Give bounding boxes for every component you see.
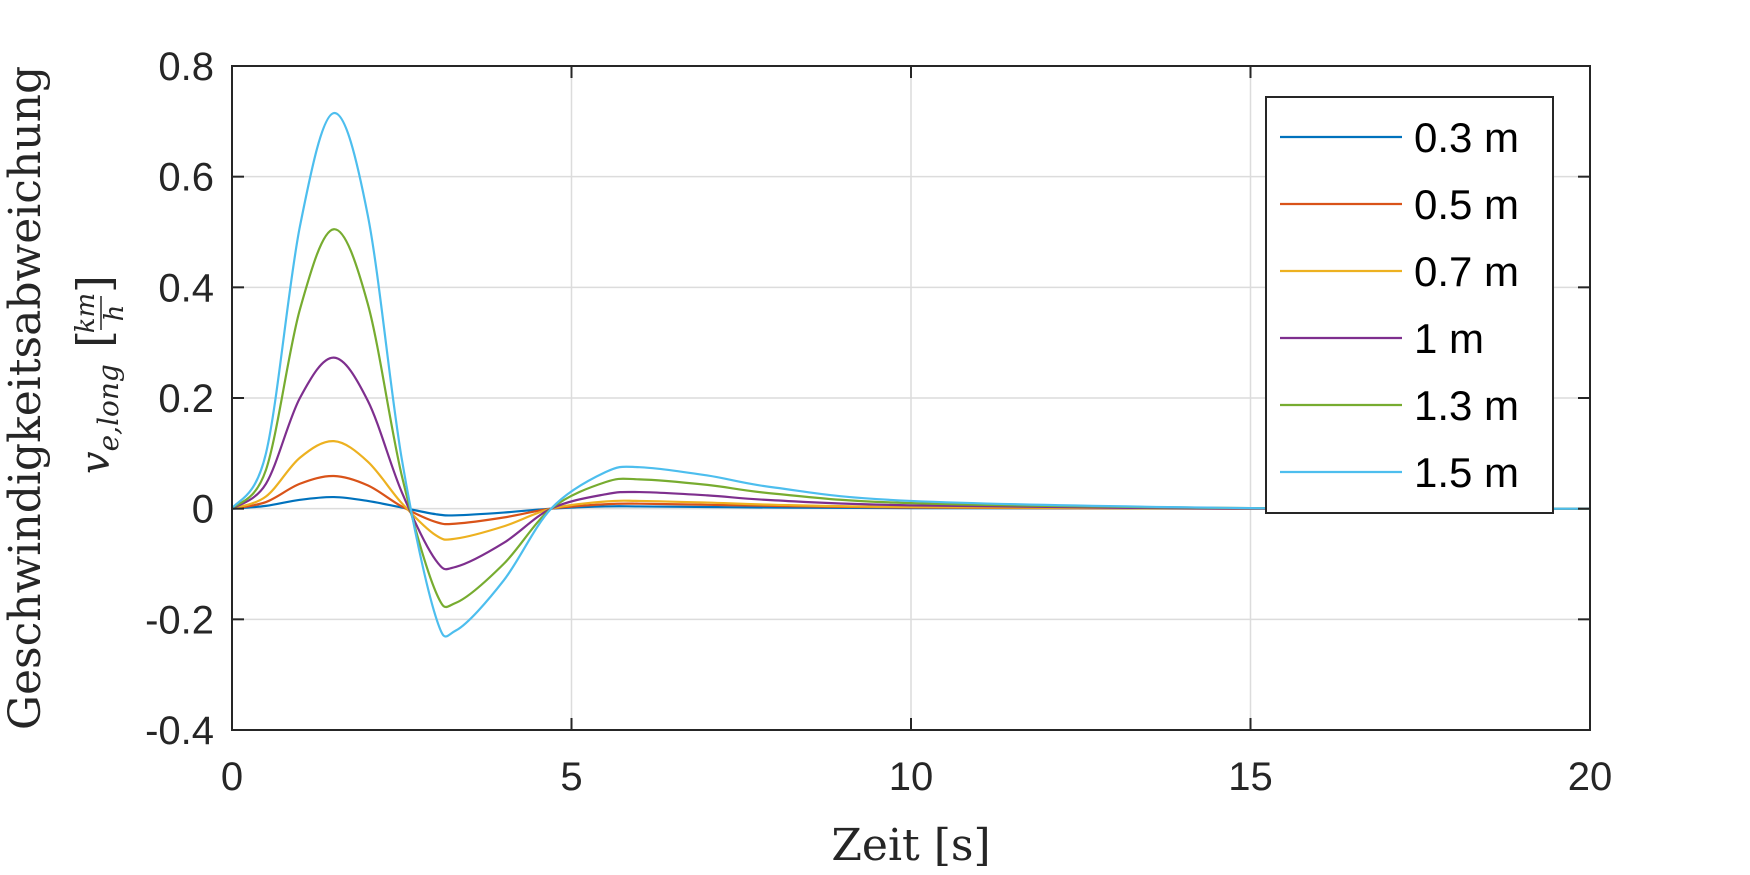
y-axis-label-line2: ve,long [ km h ] (67, 275, 130, 474)
series-lines (231, 111, 1591, 638)
legend-label: 1 m (1414, 315, 1484, 362)
y-tick-label: 0.8 (158, 45, 214, 89)
y-tick-label: -0.2 (145, 598, 214, 642)
legend-label: 1.3 m (1414, 382, 1519, 429)
y-label-symbol: v (73, 451, 119, 474)
y-label-bracket-left: [ (67, 330, 121, 348)
legend-label: 0.5 m (1414, 181, 1519, 228)
x-tick-label: 5 (560, 755, 582, 799)
y-tick-label: -0.4 (145, 709, 214, 753)
y-tick-label: 0.4 (158, 266, 214, 310)
y-tick-label: 0.6 (158, 156, 214, 200)
y-label-bracket-right: ] (67, 275, 121, 293)
y-label-unit-num: km (71, 293, 101, 333)
x-tick-label: 15 (1228, 755, 1273, 799)
y-label-unit-den: h (100, 305, 130, 322)
x-tick-label: 20 (1568, 755, 1613, 799)
legend-label: 1.5 m (1414, 449, 1519, 496)
y-axis-label-line1: Geschwindigkeitsabweichung (0, 66, 51, 730)
y-tick-label: 0.2 (158, 377, 214, 421)
series-line-5 (231, 228, 1591, 608)
legend-box (1265, 96, 1554, 514)
axis-ticks (231, 65, 1591, 731)
y-tick-label: 0 (192, 488, 214, 532)
x-tick-label: 10 (889, 755, 934, 799)
x-tick-labels: 0 5 10 15 20 (221, 755, 1612, 799)
legend: 0.3 m 0.5 m 0.7 m 1 m 1.3 m 1.5 m (1265, 96, 1554, 514)
y-axis-label: Geschwindigkeitsabweichung ve,long [ km … (0, 66, 130, 730)
legend-label: 0.7 m (1414, 248, 1519, 295)
series-line-6 (231, 111, 1591, 638)
legend-label: 0.3 m (1414, 114, 1519, 161)
y-tick-labels: -0.4 -0.2 0 0.2 0.4 0.6 0.8 (145, 45, 214, 753)
y-label-subscript: e,long (92, 364, 125, 451)
x-axis-label: Zeit [s] (831, 820, 990, 871)
svg-text:ve,long: ve,long (73, 364, 125, 474)
x-tick-label: 0 (221, 755, 243, 799)
